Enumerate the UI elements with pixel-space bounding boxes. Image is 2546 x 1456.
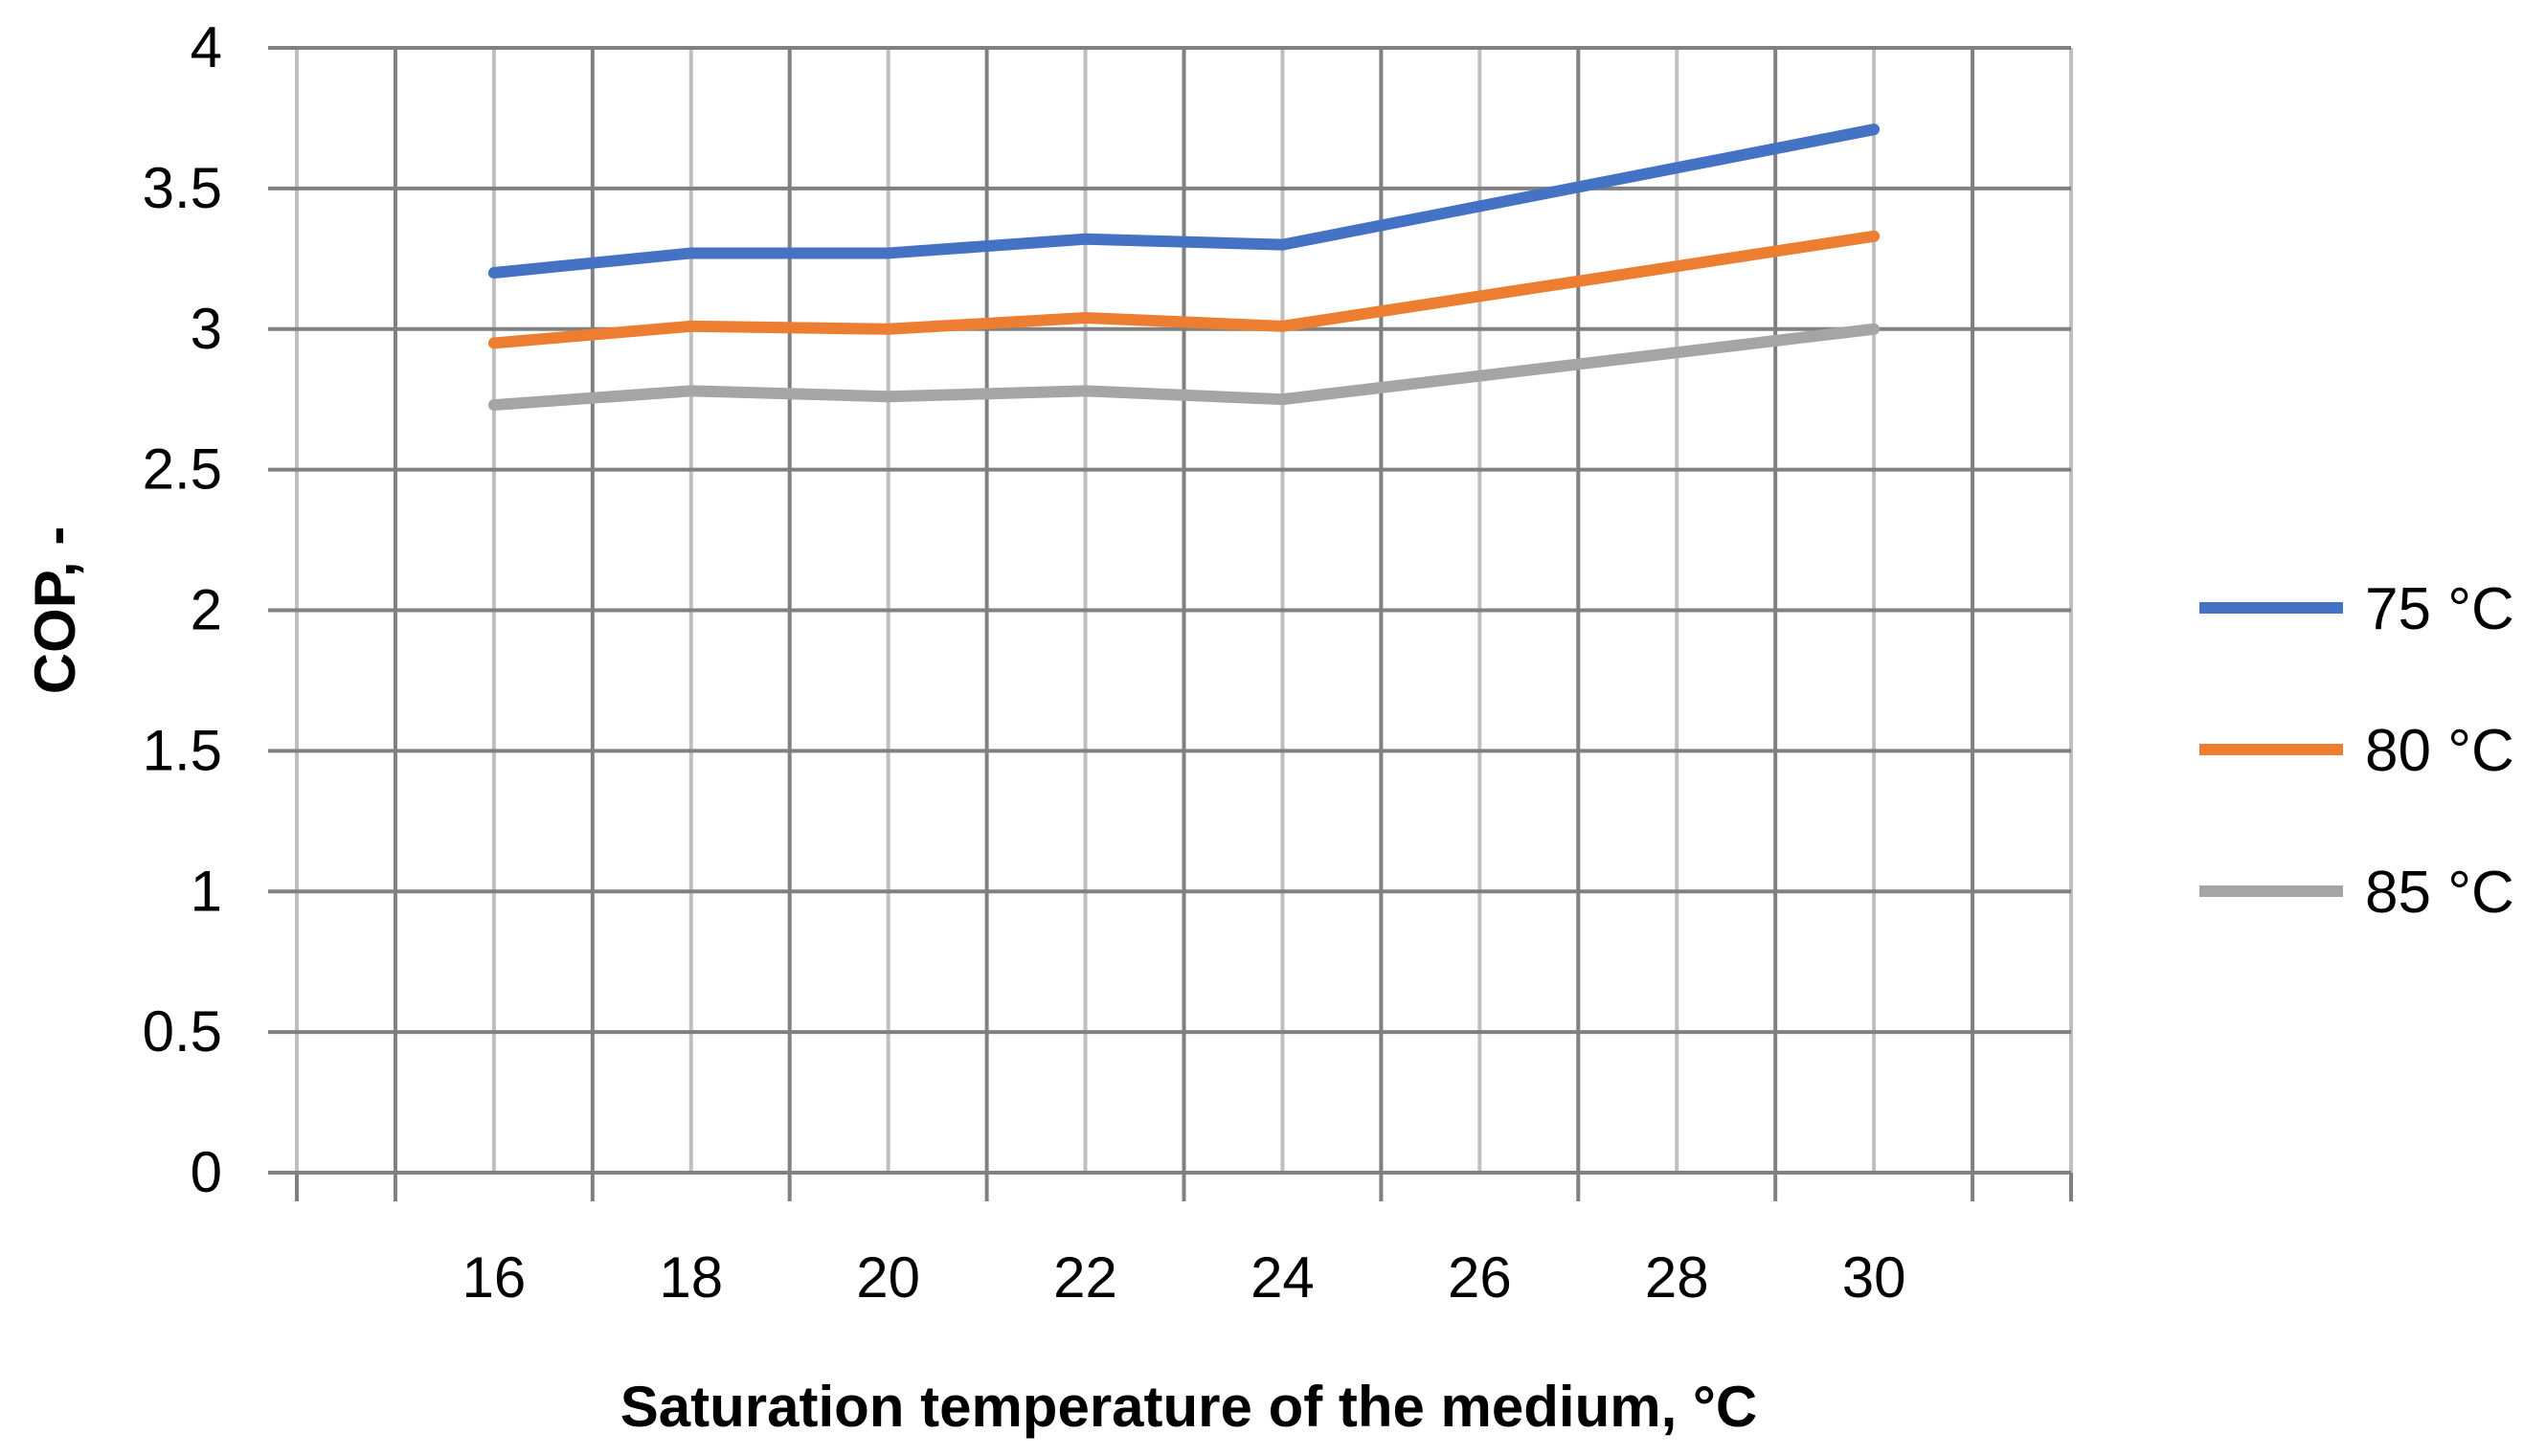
y-tick-label: 2.5 xyxy=(143,437,222,502)
legend: 75 °C 80 °C 85 °C xyxy=(2199,576,2514,926)
x-tick-label: 28 xyxy=(1645,1245,1709,1310)
y-tick-label: 3 xyxy=(191,297,222,361)
x-tick-label: 26 xyxy=(1448,1245,1512,1310)
y-tick-labels: 0 0.5 1 1.5 2 2.5 3 3.5 4 xyxy=(143,15,222,1204)
legend-label-3: 85 °C xyxy=(2365,860,2514,926)
x-axis-title: Saturation temperature of the medium, °C xyxy=(620,1375,1758,1439)
legend-label-2: 80 °C xyxy=(2365,718,2514,784)
y-tick-label: 1 xyxy=(191,859,222,923)
x-tick-label: 24 xyxy=(1250,1245,1315,1310)
x-tick-labels: 16 18 20 22 24 26 28 30 xyxy=(462,1245,1906,1310)
grid-lines xyxy=(295,46,2073,1175)
legend-label-1: 75 °C xyxy=(2365,576,2514,642)
series-lines xyxy=(487,123,1881,412)
x-tick-label: 22 xyxy=(1053,1245,1117,1310)
y-axis-title: COP, - xyxy=(23,526,87,695)
y-tick-label: 0 xyxy=(191,1140,222,1204)
y-tick-label: 4 xyxy=(191,15,222,79)
series-line-1 xyxy=(487,123,1881,279)
x-tick-label: 30 xyxy=(1842,1245,1906,1310)
axes xyxy=(268,46,2073,1201)
series-line-3 xyxy=(487,323,1881,412)
y-tick-label: 2 xyxy=(191,578,222,642)
x-tick-label: 20 xyxy=(856,1245,920,1310)
y-tick-label: 3.5 xyxy=(143,156,222,220)
y-tick-label: 0.5 xyxy=(143,999,222,1064)
x-tick-label: 16 xyxy=(462,1245,527,1310)
x-tick-label: 18 xyxy=(659,1245,723,1310)
y-tick-label: 1.5 xyxy=(143,718,222,782)
series-line-2 xyxy=(487,230,1881,349)
